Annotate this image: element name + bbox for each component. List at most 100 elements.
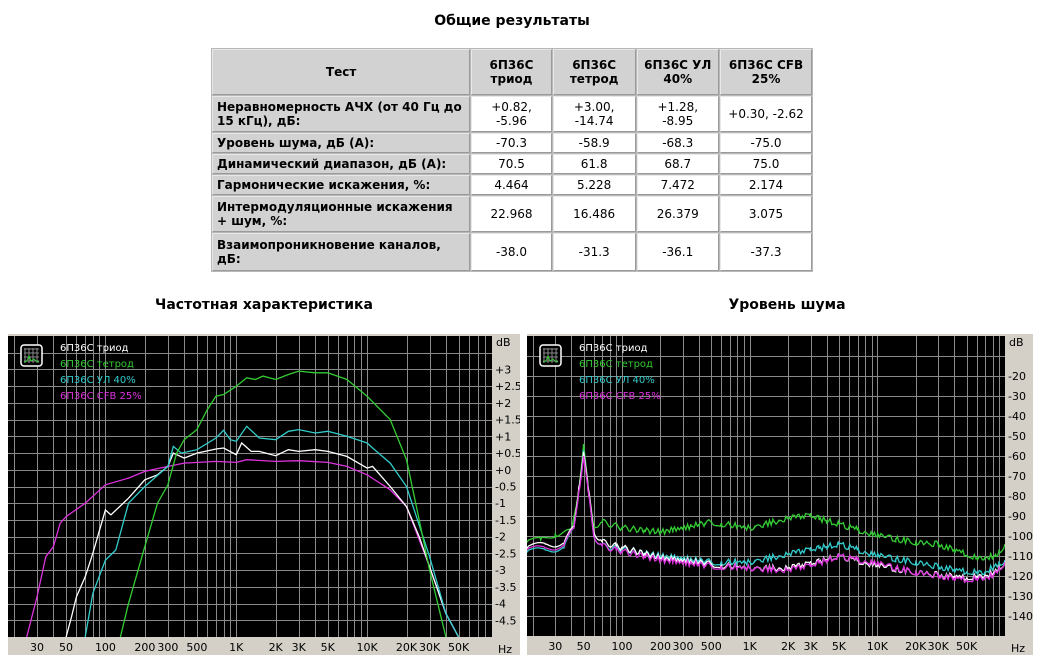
y-tick-label: -3 [495, 564, 506, 577]
y-tick-label: -110 [1008, 550, 1033, 563]
y-tick-label: -1 [495, 497, 506, 510]
cell: +0.30, -2.62 [719, 96, 812, 132]
x-tick-label: 200 [650, 640, 671, 653]
x-tick-label: 500 [701, 640, 722, 653]
row-label: Неравномерность АЧХ (от 40 Гц до 15 кГц)… [212, 96, 471, 132]
cell: -36.1 [636, 233, 719, 271]
x-tick-label: 30K [928, 640, 950, 653]
y-tick-label: -20 [1008, 370, 1026, 383]
icon-spectrum [542, 354, 559, 363]
cell: 4.464 [471, 175, 552, 195]
table-row: Динамический диапазон, дБ (А): 70.5 61.8… [212, 154, 812, 174]
y-tick-label: -1.5 [495, 514, 516, 527]
column-header: 6П36С триод [471, 49, 552, 95]
legend-entry: 6П36С CFB 25% [579, 391, 661, 402]
cell: -38.0 [471, 233, 552, 271]
cell: -75.0 [719, 133, 812, 153]
frequency-response-chart: +3 +2.5 +2 +1.5 +1 +0.5 +0 -0.5 -1 -1.5 -2 -2.5 -3 -3… [8, 334, 520, 655]
y-tick-label: +0.5 [495, 447, 520, 460]
legend-entry: 6П36С CFB 25% [60, 391, 142, 402]
x-tick-label: 5K [832, 640, 847, 653]
y-tick-label: -70 [1008, 470, 1026, 483]
table-header-row: Тест 6П36С триод 6П36С тетрод 6П36С УЛ 4… [212, 49, 812, 95]
column-header: 6П36С УЛ 40% [636, 49, 719, 95]
icon-spectrum [23, 354, 40, 363]
column-header: 6П36С тетрод [552, 49, 636, 95]
y-axis-label: dB [496, 336, 511, 349]
y-tick-label: +3 [495, 363, 511, 376]
table-row: Взаимопроникновение каналов, дБ: -38.0 -… [212, 233, 812, 271]
y-tick-label: +1 [495, 430, 511, 443]
legend-entry: 6П36С тетрод [60, 359, 134, 370]
cell: 2.174 [719, 175, 812, 195]
x-tick-label: 300 [672, 640, 693, 653]
icon-box [20, 344, 43, 367]
cell: +1.28, -8.95 [636, 96, 719, 132]
cell: +3.00, -14.74 [552, 96, 636, 132]
x-tick-label: 3K [804, 640, 819, 653]
x-tick-label: 100 [612, 640, 633, 653]
x-tick-label: 200 [134, 641, 155, 654]
frequency-response-title: Частотная характеристика [155, 297, 373, 313]
series-line-1 [119, 370, 447, 637]
noise-level-title: Уровень шума [728, 297, 846, 313]
cell: -37.3 [719, 233, 812, 271]
y-tick-label: +1.5 [495, 414, 520, 427]
cell: 70.5 [471, 154, 552, 174]
y-tick-label: -50 [1008, 430, 1026, 443]
x-tick-label: 20K [396, 641, 418, 654]
legend-entry: 6П36С триод [579, 343, 648, 354]
y-tick-label: -100 [1008, 530, 1033, 543]
legend-entry: 6П36С тетрод [579, 359, 653, 370]
cell: 61.8 [552, 154, 636, 174]
y-tick-label: -130 [1008, 590, 1033, 603]
cell: -70.3 [471, 133, 552, 153]
y-axis-label: dB [1009, 336, 1024, 349]
series-line-3 [26, 459, 460, 637]
cell: 7.472 [636, 175, 719, 195]
x-tick-label: 30K [419, 641, 441, 654]
cell: -58.9 [552, 133, 636, 153]
y-tick-label: +0 [495, 464, 511, 477]
cell: 68.7 [636, 154, 719, 174]
x-tick-label: 2K [781, 640, 796, 653]
y-tick-label: -2.5 [495, 547, 516, 560]
y-tick-label: +2 [495, 397, 511, 410]
x-tick-label: 50 [577, 640, 591, 653]
table-row: Гармонические искажения, %: 4.464 5.228 … [212, 175, 812, 195]
y-tick-label: -40 [1008, 410, 1026, 423]
y-tick-label: +2.5 [495, 380, 520, 393]
plot-area [527, 336, 1005, 636]
series-group [527, 443, 1005, 584]
y-tick-label: -0.5 [495, 481, 516, 494]
y-tick-label: -120 [1008, 570, 1033, 583]
cell: 22.968 [471, 196, 552, 232]
y-tick-label: -60 [1008, 450, 1026, 463]
series-line-3 [527, 455, 1005, 584]
y-tick-label: -80 [1008, 490, 1026, 503]
x-tick-label: 50K [448, 641, 470, 654]
y-tick-label: -4.5 [495, 614, 516, 627]
cell: 3.075 [719, 196, 812, 232]
row-label: Интермодуляционные искажения + шум, %: [212, 196, 471, 232]
cell: 16.486 [552, 196, 636, 232]
analyzer-icon [20, 344, 43, 367]
table-row: Уровень шума, дБ (А): -70.3 -58.9 -68.3 … [212, 133, 812, 153]
cell: 75.0 [719, 154, 812, 174]
x-tick-label: 500 [186, 641, 207, 654]
grid [527, 336, 1005, 636]
legend-entry: 6П36С УЛ 40% [579, 375, 655, 386]
y-tick-label: -90 [1008, 510, 1026, 523]
row-label: Взаимопроникновение каналов, дБ: [212, 233, 471, 271]
y-tick-label: -30 [1008, 390, 1026, 403]
legend-entry: 6П36С УЛ 40% [60, 375, 136, 386]
results-title: Общие результаты [434, 13, 590, 29]
icon-box [539, 344, 562, 367]
row-label: Динамический диапазон, дБ (А): [212, 154, 471, 174]
x-tick-label: 30 [30, 641, 44, 654]
x-tick-label: 1K [229, 641, 244, 654]
legend-entry: 6П36С триод [60, 343, 129, 354]
row-label: Уровень шума, дБ (А): [212, 133, 471, 153]
series-line-0 [65, 441, 460, 637]
x-tick-label: 5K [321, 641, 336, 654]
